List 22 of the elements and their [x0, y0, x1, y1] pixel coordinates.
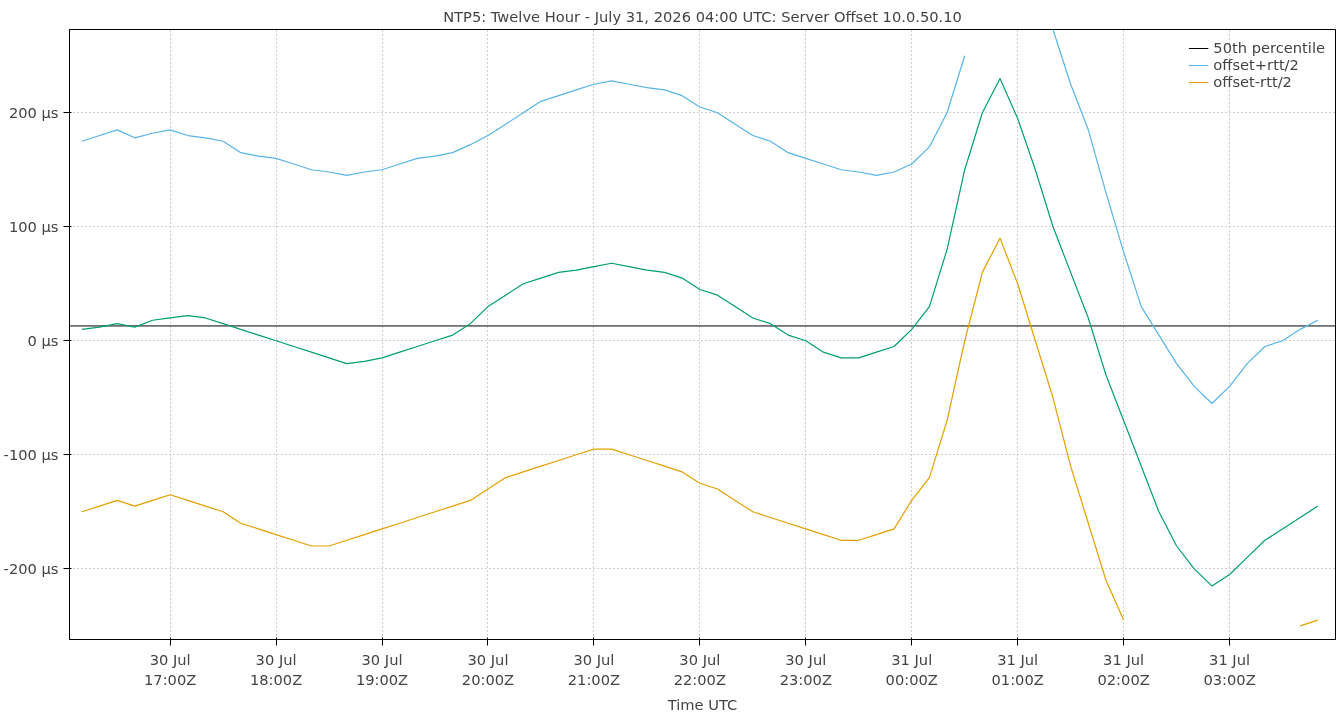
line-series — [81, 77, 1319, 587]
x-tick-label: 30 Jul 23:00Z — [779, 650, 832, 688]
x-tick-label: 30 Jul 18:00Z — [249, 650, 303, 688]
legend-label: offset+rtt/2 — [1213, 56, 1299, 73]
x-tick-label: 31 Jul 03:00Z — [1203, 650, 1256, 688]
y-tick-label: 100 µs — [8, 218, 59, 236]
legend-label: 50th percentile — [1213, 39, 1325, 56]
x-tick-label: 31 Jul 00:00Z — [885, 650, 938, 688]
y-tick-label: 0 µs — [27, 332, 59, 350]
legend-label: offset-rtt/2 — [1213, 73, 1292, 90]
x-axis-title: Time UTC — [666, 695, 738, 713]
y-tick-label: -100 µs — [3, 446, 59, 464]
y-tick-label: -200 µs — [3, 560, 59, 578]
y-tick-label: 200 µs — [8, 104, 59, 122]
x-tick-label: 31 Jul 01:00Z — [991, 650, 1044, 688]
x-tick-label: 30 Jul 19:00Z — [355, 650, 409, 688]
x-tick-label: 30 Jul 22:00Z — [673, 650, 726, 688]
chart-title: NTP5: Twelve Hour - July 31, 2026 04:00 UTC: Server Offset 10.0.50.10 — [443, 7, 962, 25]
x-tick-label: 31 Jul 02:00Z — [1097, 650, 1150, 688]
x-tick-label: 30 Jul 20:00Z — [461, 650, 515, 688]
x-tick-label: 30 Jul 21:00Z — [567, 650, 621, 688]
x-tick-label: 30 Jul 17:00Z — [144, 650, 197, 688]
